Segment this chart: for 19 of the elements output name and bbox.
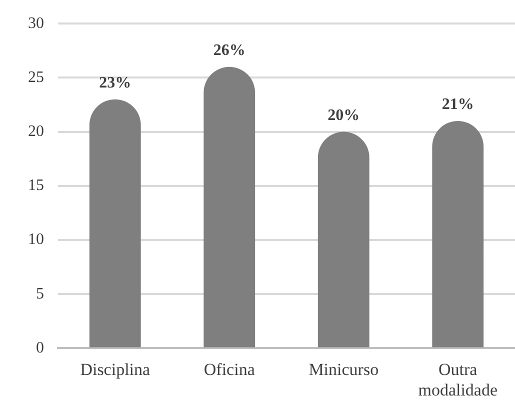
bar	[432, 120, 484, 348]
data-label: 20%	[328, 106, 360, 124]
x-tick-label: Minicurso	[308, 360, 379, 379]
x-tick-label: Disciplina	[80, 360, 151, 379]
data-label: 23%	[99, 74, 132, 92]
y-tick-label: 30	[28, 14, 44, 32]
data-label: 21%	[442, 96, 474, 114]
y-tick-label: 5	[36, 285, 44, 302]
y-tick-label: 25	[28, 68, 44, 86]
bar	[204, 66, 256, 348]
x-tick-label: Outra modalidade	[418, 360, 498, 400]
y-tick-label: 20	[28, 123, 44, 140]
y-tick-label: 10	[28, 231, 44, 248]
y-tick-label: 0	[36, 339, 44, 356]
bar	[89, 99, 141, 348]
x-tick-label: Oficina	[204, 360, 256, 379]
bar	[318, 132, 370, 348]
y-tick-label: 15	[28, 177, 44, 194]
data-label: 26%	[213, 42, 246, 60]
